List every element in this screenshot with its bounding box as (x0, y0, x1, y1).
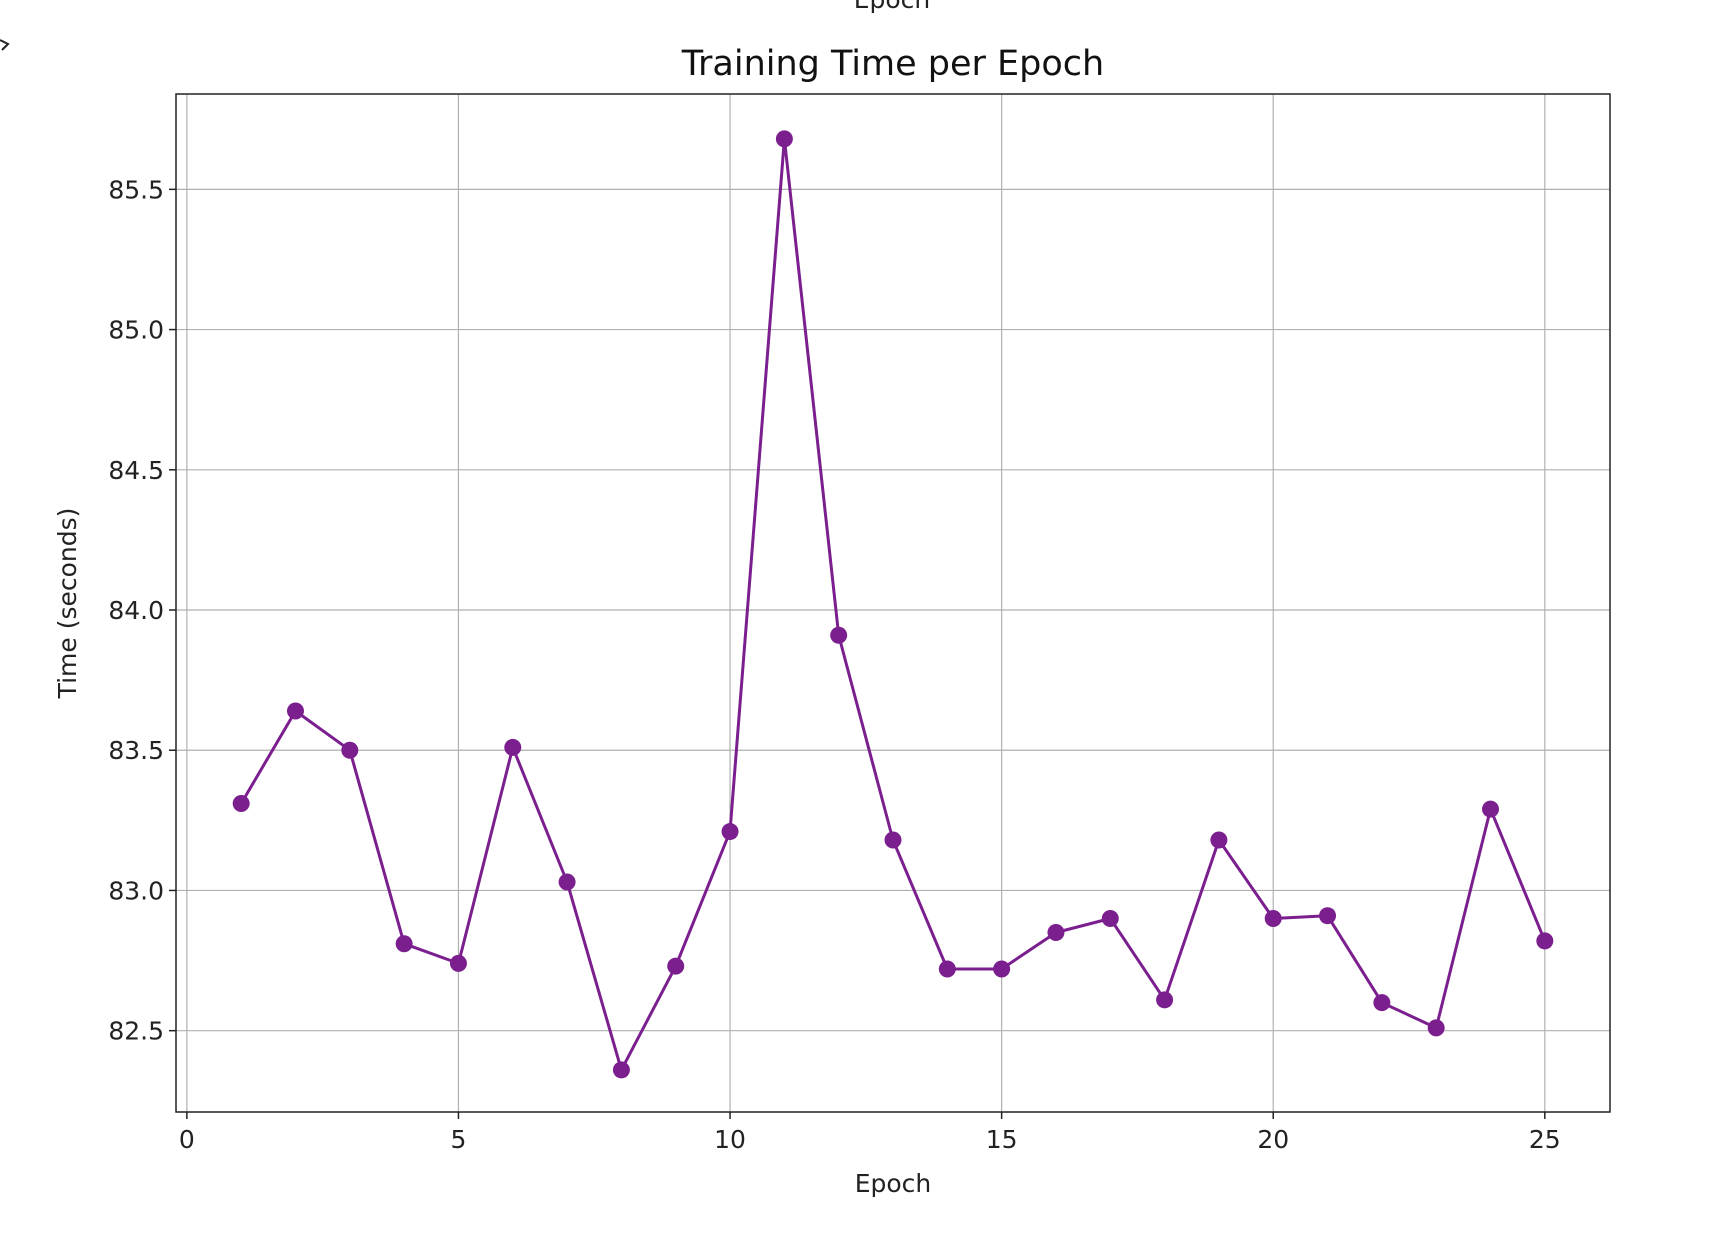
grid-lines (176, 94, 1610, 1112)
y-tick-label: 85.5 (108, 175, 164, 204)
data-point (504, 738, 522, 756)
y-tick-label: 84.0 (108, 596, 164, 625)
data-point (1210, 831, 1228, 849)
corner-mark-icon (0, 39, 10, 51)
y-tick-label: 85.0 (108, 316, 164, 345)
data-point (830, 626, 848, 644)
data-point (1373, 994, 1391, 1012)
data-point (1427, 1019, 1445, 1037)
series-line (239, 137, 1547, 1072)
plot-frame (175, 93, 1611, 1113)
data-point (341, 741, 359, 759)
x-tick-label: 20 (1257, 1125, 1289, 1154)
x-tick-label: 15 (986, 1125, 1018, 1154)
data-point (993, 960, 1011, 978)
x-axis-label: Epoch (855, 1169, 932, 1198)
y-tick-label: 83.5 (108, 736, 164, 765)
data-point (1536, 932, 1554, 950)
x-tick-label: 5 (451, 1125, 467, 1154)
data-point (287, 702, 304, 720)
data-point (1482, 800, 1499, 818)
data-point (449, 954, 467, 972)
x-tick-label: 10 (714, 1125, 746, 1154)
data-point (1264, 909, 1282, 927)
y-tick-label: 82.5 (108, 1017, 164, 1046)
series-layer (232, 130, 1554, 1079)
data-point (884, 831, 902, 849)
y-tick-labels: 82.5 83.0 83.5 84.0 84.5 85.0 85.5 (108, 175, 164, 1045)
x-tick-label: 0 (179, 1125, 195, 1154)
data-point (667, 957, 685, 975)
x-tick-label: 25 (1529, 1125, 1561, 1154)
data-point (1319, 907, 1337, 925)
data-point (775, 130, 793, 148)
top-cut-label: Epoch (854, 0, 931, 14)
data-point (1101, 909, 1119, 927)
data-point (612, 1061, 630, 1079)
y-tick-label: 84.5 (108, 456, 164, 485)
data-point (1047, 924, 1065, 942)
data-point (558, 873, 576, 891)
data-point (232, 795, 250, 813)
axis-ticks (169, 188, 1546, 1119)
data-point (1156, 991, 1174, 1009)
data-point (395, 935, 413, 953)
chart-title: Training Time per Epoch (681, 44, 1104, 84)
x-tick-labels: 0 5 10 15 20 25 (179, 1125, 1561, 1154)
data-point (938, 960, 956, 978)
y-tick-label: 83.0 (108, 876, 164, 905)
y-axis-label: Time (seconds) (53, 508, 82, 700)
data-point (721, 823, 739, 841)
